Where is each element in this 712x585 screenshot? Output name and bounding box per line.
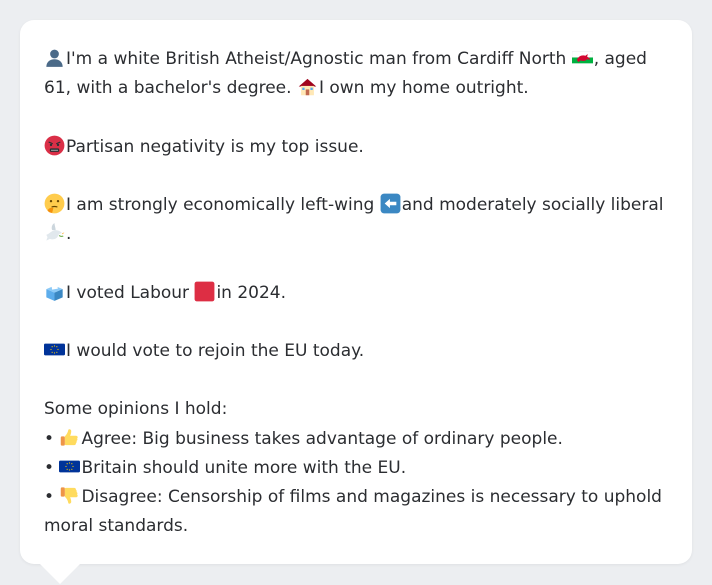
house-icon: [297, 76, 318, 97]
thumbs-down-icon: [59, 485, 80, 506]
red-square-icon: [194, 281, 215, 302]
vote-history-line: I voted Labour in 2024.: [44, 279, 668, 308]
political-stance-line: I am strongly economically left-wing and…: [44, 191, 668, 249]
eu-flag-icon: [59, 456, 81, 477]
left-arrow-icon: [380, 193, 401, 214]
angry-face-icon: [44, 135, 65, 156]
thumbs-up-icon: [59, 427, 80, 448]
opinions-heading: Some opinions I hold:: [44, 399, 228, 420]
eu-stance-line: I would vote to rejoin the EU today.: [44, 337, 668, 366]
opinion-item: • Disagree: Censorship of films and maga…: [44, 485, 662, 537]
profile-card: I'm a white British Atheist/Agnostic man…: [20, 20, 692, 564]
dove-icon: [44, 222, 65, 243]
speech-bubble-tail: [40, 564, 80, 584]
intro-paragraph: I'm a white British Atheist/Agnostic man…: [44, 47, 647, 99]
top-issue-line: Partisan negativity is my top issue.: [44, 133, 668, 162]
bust-silhouette-icon: [44, 47, 65, 68]
wales-flag-icon: [571, 47, 593, 68]
opinion-item: • Agree: Big business takes advantage of…: [44, 427, 563, 449]
ballot-box-icon: [44, 281, 65, 302]
eu-flag-icon: [44, 339, 65, 360]
opinion-item: • Britain should unite more with the EU.: [44, 456, 407, 478]
thinking-face-icon: [44, 193, 65, 214]
